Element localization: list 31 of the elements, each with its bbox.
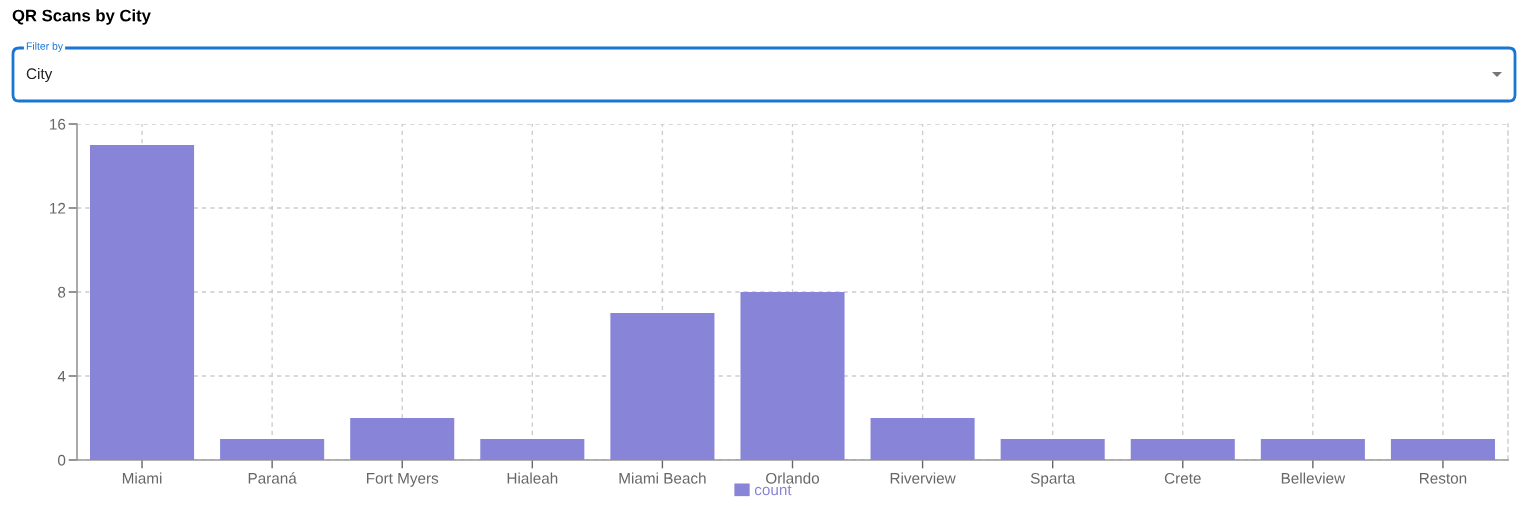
x-tick-label: Orlando <box>766 472 820 484</box>
bar <box>480 439 585 460</box>
y-tick-label: 12 <box>50 202 66 214</box>
x-tick-label: Paraná <box>248 472 297 484</box>
bar <box>1260 439 1365 460</box>
bar <box>1390 439 1495 460</box>
x-tick-label: Riverview <box>890 472 956 484</box>
legend-label: count <box>754 485 792 496</box>
x-tick-label: Sparta <box>1030 472 1076 487</box>
bar <box>1000 439 1105 460</box>
bar <box>610 313 715 460</box>
y-tick-label: 16 <box>50 118 66 130</box>
bar <box>220 439 325 460</box>
text: City <box>26 67 53 83</box>
x-tick-label: Miami Beach <box>619 472 706 484</box>
x-tick-label: Belleview <box>1281 472 1346 484</box>
x-tick-label: Miami <box>122 472 162 484</box>
text: Filter by <box>26 42 64 52</box>
y-tick-label: 8 <box>58 286 66 298</box>
y-tick-label: 0 <box>57 454 66 466</box>
x-tick-label: Reston <box>1420 473 1467 484</box>
x-tick-label: Fort Myers <box>366 473 439 487</box>
x-tick-label: Hialeah <box>507 472 558 484</box>
x-tick-label: Crete <box>1164 472 1201 484</box>
y-tick-label: 4 <box>57 371 66 382</box>
chart-title: QR Scans by City <box>12 9 151 25</box>
bar <box>1130 439 1235 460</box>
bar <box>870 418 975 460</box>
bar <box>740 292 845 460</box>
bar <box>350 418 455 460</box>
bar <box>90 145 195 460</box>
